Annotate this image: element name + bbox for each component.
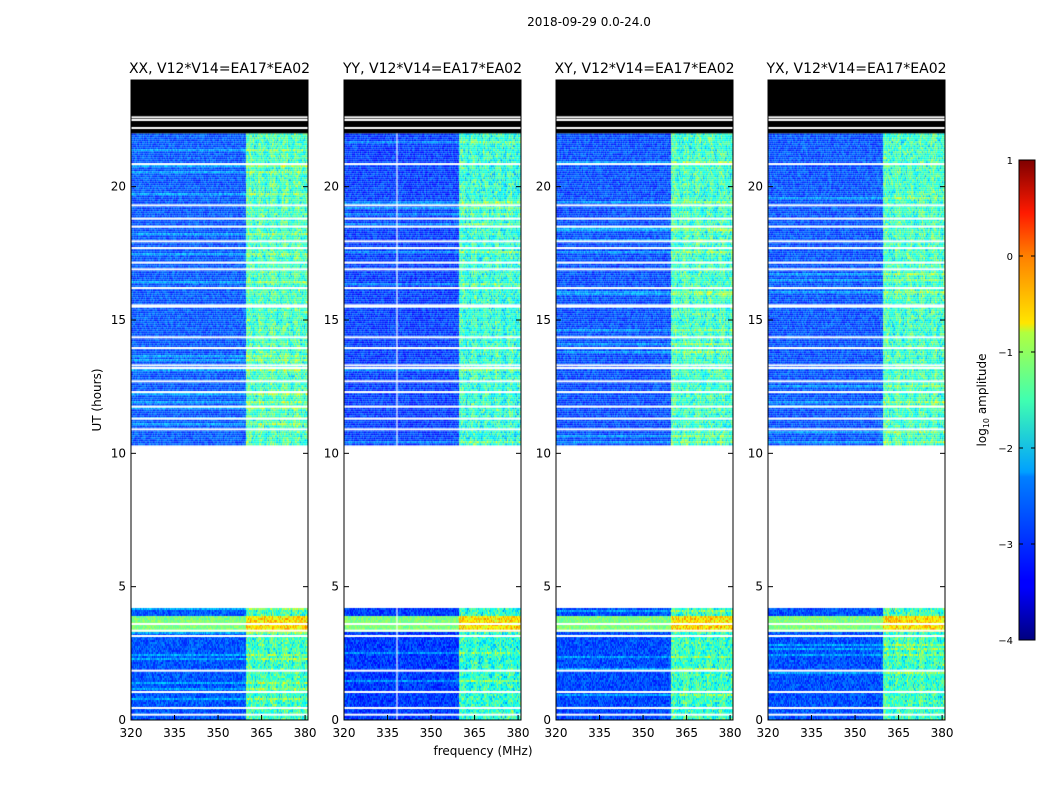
x-tick-label: 320 [545, 726, 568, 740]
y-tick-label: 20 [748, 180, 763, 194]
x-tick-label: 350 [844, 726, 867, 740]
colorbar-tick-label: 0 [1007, 252, 1013, 263]
heatmap-canvas [556, 80, 733, 720]
colorbar-gradient [1018, 159, 1036, 641]
panel-title: YX, V12*V14=EA17*EA02 [765, 61, 946, 77]
x-tick-label: 380 [294, 726, 317, 740]
x-tick-label: 320 [333, 726, 356, 740]
x-tick-label: 335 [376, 726, 399, 740]
y-tick-label: 0 [118, 713, 126, 727]
x-tick-label: 365 [887, 726, 910, 740]
x-axis-label: frequency (MHz) [433, 744, 532, 758]
heatmap-canvas [131, 80, 308, 720]
y-tick-label: 20 [536, 180, 551, 194]
x-tick-label: 365 [463, 726, 486, 740]
heatmap-canvas [768, 80, 945, 720]
panel-frame [343, 79, 522, 721]
panel-frame [767, 79, 946, 721]
colorbar-tick-label: 1 [1007, 156, 1013, 167]
x-tick-label: 380 [931, 726, 954, 740]
heatmap [344, 80, 521, 720]
panel-frame [555, 79, 734, 721]
colorbar-tick-label: −1 [998, 348, 1013, 359]
heatmap [768, 80, 945, 720]
x-tick-label: 380 [507, 726, 530, 740]
panel-1: XX, V12*V14=EA17*EA02 320 335 350 365 380 0 5 10… [111, 61, 317, 740]
y-tick-label: 15 [111, 313, 126, 327]
x-tick-label: 320 [757, 726, 780, 740]
y-tick-label: 0 [543, 713, 551, 727]
colorbar-label-log: log [975, 428, 989, 446]
y-tick-label: 20 [111, 180, 126, 194]
panel-frame [130, 79, 309, 721]
colorbar: 10−1−2−3−4 log10 amplitude [975, 156, 1036, 647]
panel-title: XX, V12*V14=EA17*EA02 [129, 61, 310, 77]
y-tick-label: 20 [324, 180, 339, 194]
y-tick-label: 10 [111, 446, 126, 460]
y-axis-label: UT (hours) [90, 368, 104, 431]
y-tick-label: 0 [755, 713, 763, 727]
colorbar-label: log10 amplitude [975, 354, 991, 447]
y-tick-label: 10 [748, 446, 763, 460]
x-tick-label: 350 [420, 726, 443, 740]
heatmap-canvas [344, 80, 521, 720]
spectrogram-panels: XX, V12*V14=EA17*EA02 320 335 350 365 380 0 5 10… [111, 61, 954, 740]
y-tick-label: 5 [755, 580, 763, 594]
heatmap [131, 80, 308, 720]
y-tick-label: 10 [536, 446, 551, 460]
x-tick-label: 365 [675, 726, 698, 740]
figure-suptitle: 2018-09-29 0.0-24.0 [527, 15, 651, 29]
colorbar-label-sub: 10 [982, 418, 991, 428]
x-tick-label: 350 [207, 726, 230, 740]
heatmap [556, 80, 733, 720]
y-tick-label: 15 [536, 313, 551, 327]
x-tick-label: 350 [632, 726, 655, 740]
colorbar-tick-label: −2 [998, 444, 1013, 455]
panel-title: YY, V12*V14=EA17*EA02 [342, 61, 522, 77]
y-tick-label: 10 [324, 446, 339, 460]
y-tick-label: 0 [331, 713, 339, 727]
x-tick-label: 380 [719, 726, 742, 740]
colorbar-label-rest: amplitude [975, 354, 989, 418]
y-tick-label: 5 [118, 580, 126, 594]
colorbar-tick-label: −3 [998, 540, 1013, 551]
colorbar-tick-label: −4 [998, 636, 1013, 647]
y-tick-label: 5 [543, 580, 551, 594]
y-tick-label: 15 [324, 313, 339, 327]
x-tick-label: 335 [800, 726, 823, 740]
panel-3: XY, V12*V14=EA17*EA02 320 335 350 365 380 0 5 10… [536, 61, 742, 740]
x-tick-label: 335 [588, 726, 611, 740]
x-tick-label: 320 [120, 726, 143, 740]
panel-2: YY, V12*V14=EA17*EA02 320 335 350 365 380 0 5 10… [324, 61, 530, 740]
x-tick-label: 365 [250, 726, 273, 740]
panel-4: YX, V12*V14=EA17*EA02 320 335 350 365 380 0 5 10… [748, 61, 954, 740]
y-tick-label: 5 [331, 580, 339, 594]
y-tick-label: 15 [748, 313, 763, 327]
panel-title: XY, V12*V14=EA17*EA02 [554, 61, 734, 77]
x-tick-label: 335 [163, 726, 186, 740]
